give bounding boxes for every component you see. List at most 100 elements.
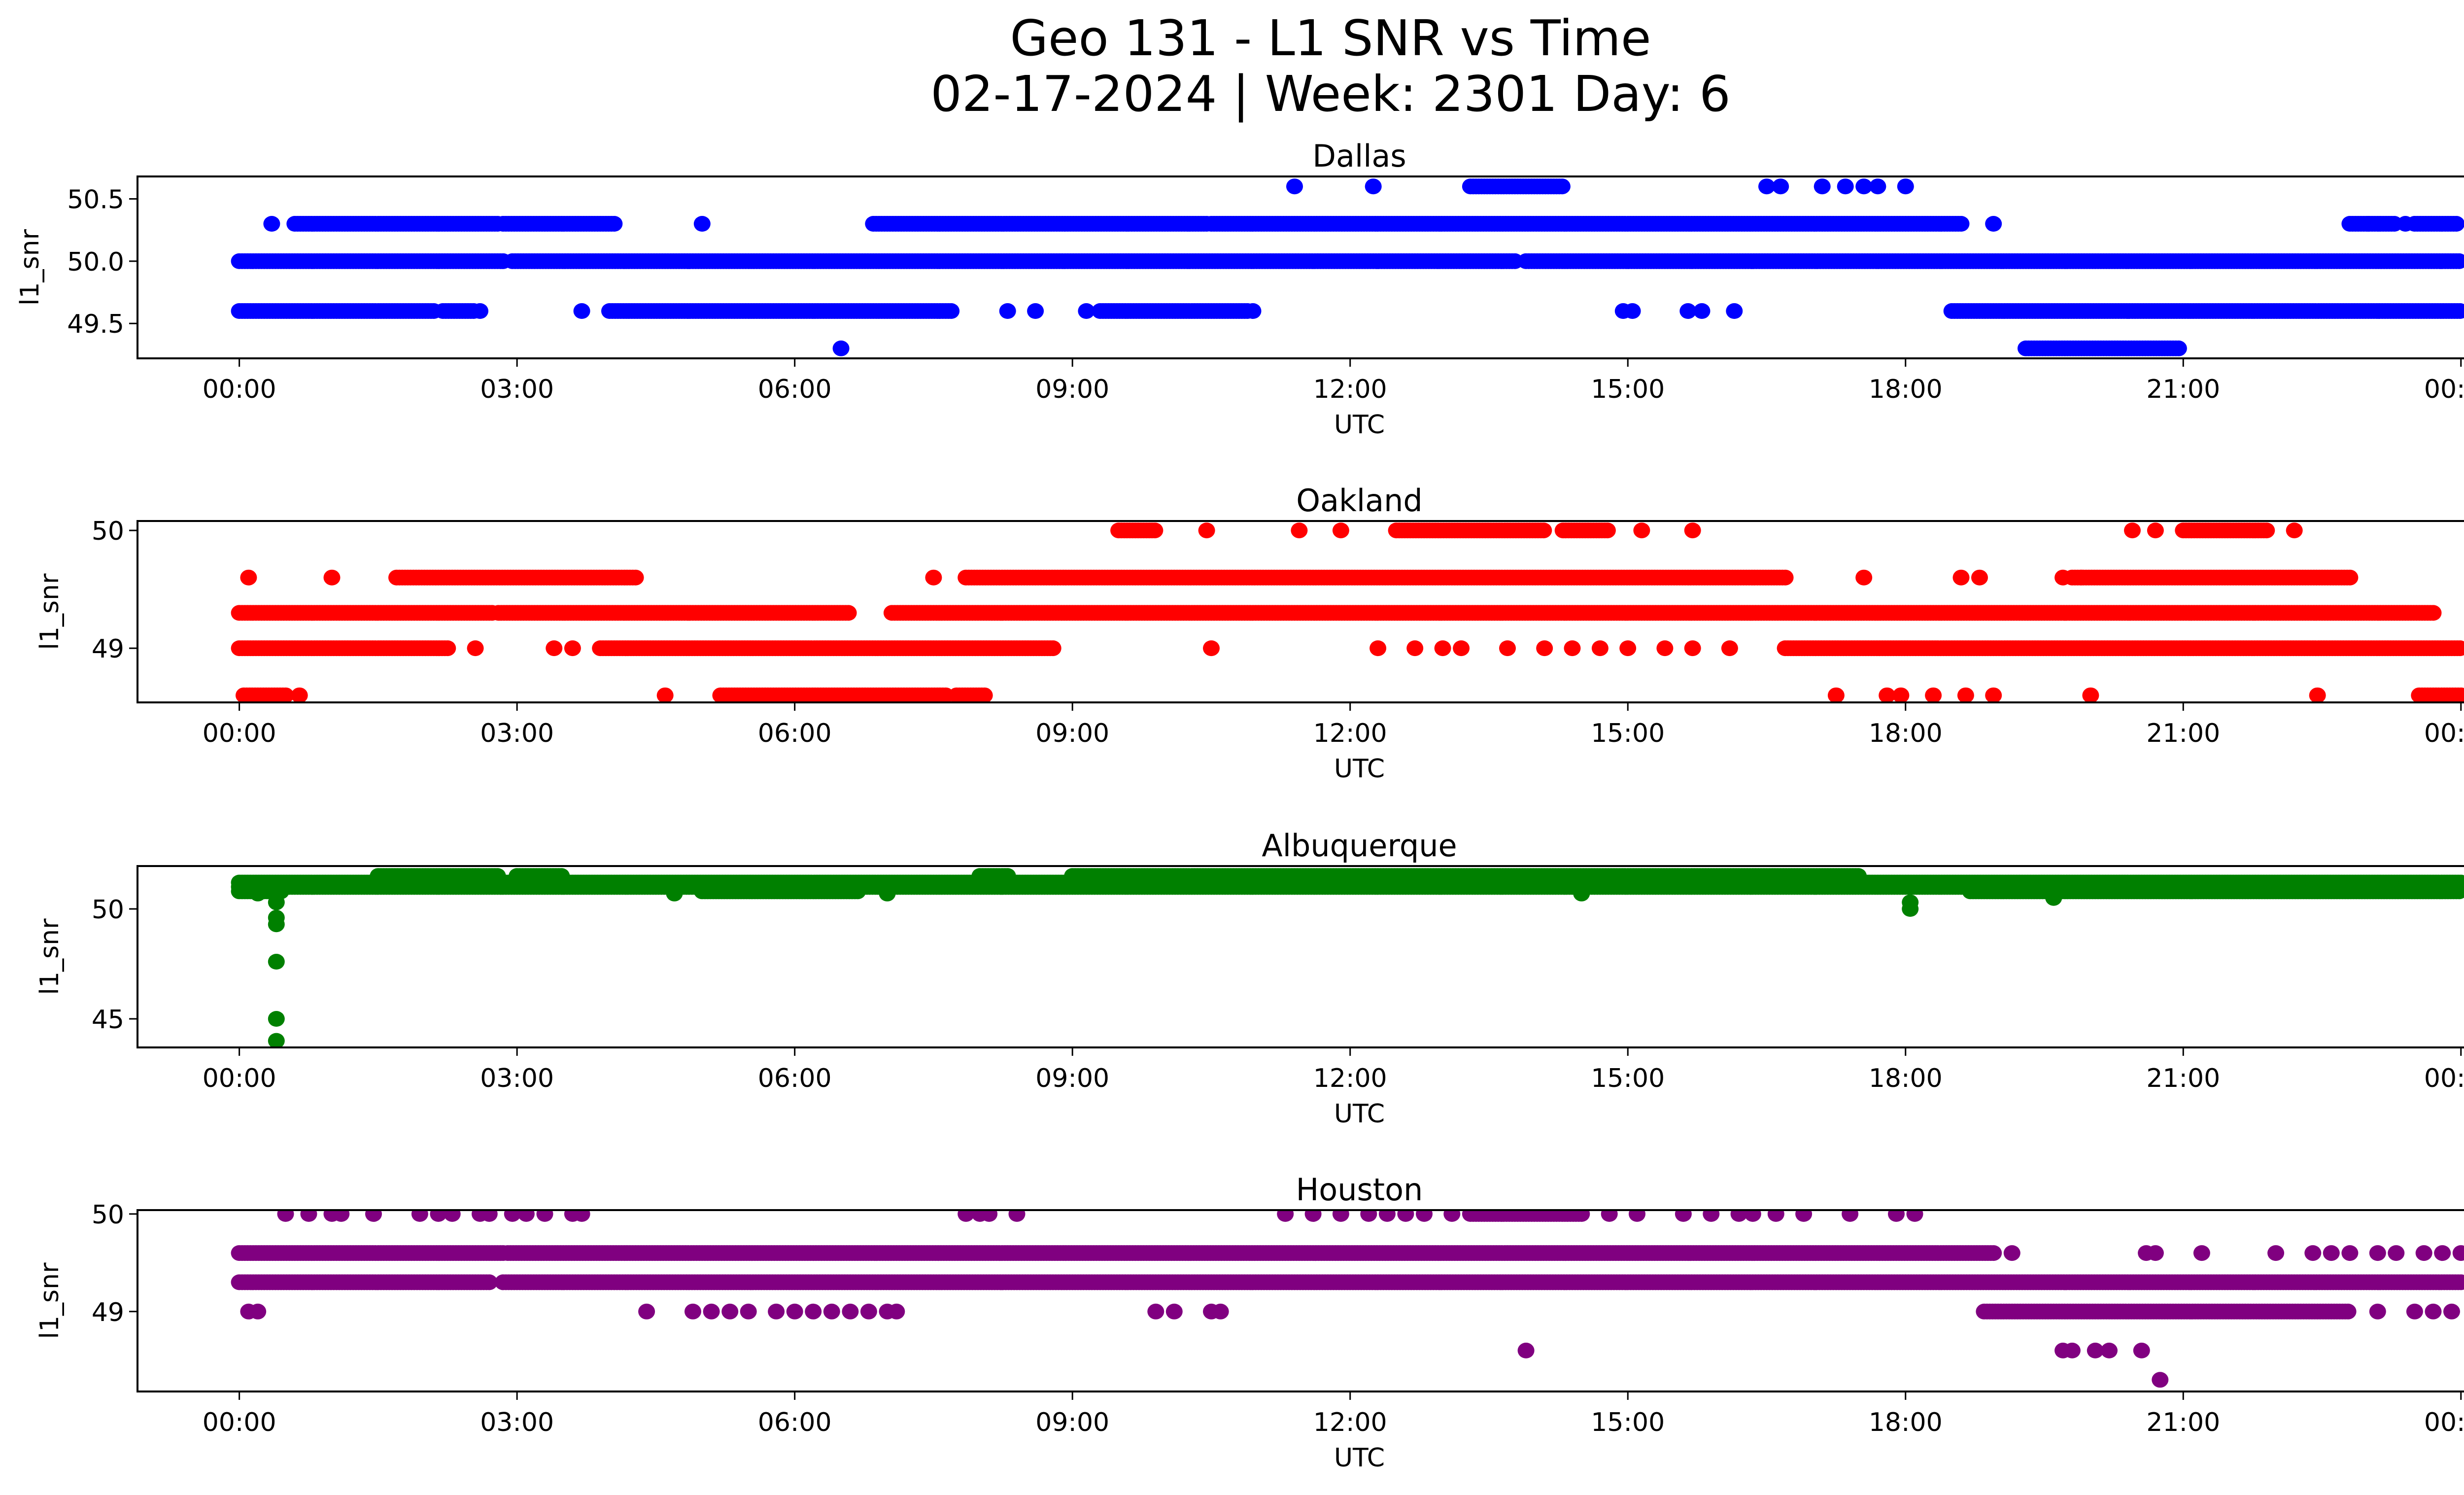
- data-point: [1855, 569, 1873, 586]
- data-point: [1591, 640, 1608, 657]
- data-point: [2397, 216, 2414, 232]
- data-point: [1553, 178, 1571, 195]
- data-point: [1879, 687, 1896, 702]
- subplot-title: Oakland: [1296, 483, 1423, 519]
- data-point: [943, 303, 960, 319]
- data-point: [1146, 522, 1164, 539]
- data-point: [2124, 522, 2141, 539]
- x-tick-label: 12:00: [1313, 719, 1387, 748]
- data-point: [1536, 640, 1553, 657]
- y-tick-label: 50.0: [67, 247, 124, 277]
- x-tick-label: 06:00: [758, 375, 832, 404]
- data-point: [1684, 640, 1701, 657]
- y-axis-label: l1_snr: [35, 573, 65, 650]
- data-point: [439, 640, 456, 657]
- data-point: [1453, 640, 1470, 657]
- x-tick-label: 21:00: [2146, 719, 2220, 748]
- data-point: [240, 569, 257, 586]
- data-point: [1599, 522, 1616, 539]
- data-point: [472, 303, 488, 319]
- x-tick-label: 18:00: [1869, 375, 1943, 404]
- data-point: [2451, 640, 2464, 657]
- data-point: [1925, 687, 1942, 702]
- x-tick-label: 09:00: [1035, 719, 1109, 748]
- data-point: [1758, 178, 1775, 195]
- data-point: [263, 216, 280, 232]
- data-point: [1624, 303, 1641, 319]
- scatter-series: [231, 522, 2464, 702]
- data-point: [2451, 303, 2464, 319]
- x-tick-label: 21:00: [2146, 375, 2220, 404]
- data-point: [2451, 253, 2464, 269]
- data-point: [2341, 569, 2359, 586]
- data-point: [1365, 178, 1382, 195]
- data-point: [1499, 640, 1516, 657]
- data-point: [1693, 303, 1711, 319]
- data-point: [976, 687, 993, 702]
- data-point: [1892, 687, 1910, 702]
- data-point: [2309, 687, 2326, 702]
- data-point: [1291, 522, 1308, 539]
- data-point: [832, 340, 850, 356]
- data-point: [2452, 687, 2464, 702]
- y-axis-label: l1_snr: [15, 229, 45, 306]
- data-point: [2147, 522, 2164, 539]
- data-point: [1952, 216, 1970, 232]
- x-tick-label: 00:00: [2424, 375, 2464, 404]
- data-point: [2258, 522, 2275, 539]
- data-point: [323, 569, 341, 586]
- data-point: [693, 216, 711, 232]
- axes-frame: [137, 175, 2464, 359]
- data-point: [1535, 522, 1552, 539]
- data-point: [1827, 687, 1845, 702]
- x-tick-label: 15:00: [1591, 375, 1665, 404]
- data-point: [1679, 303, 1697, 319]
- x-tick-label: 18:00: [1869, 719, 1943, 748]
- data-point: [1633, 522, 1650, 539]
- data-point: [1286, 178, 1303, 195]
- data-point: [1244, 303, 1262, 319]
- data-point: [564, 640, 581, 657]
- data-point: [2170, 340, 2187, 356]
- data-point: [1406, 640, 1424, 657]
- data-point: [2286, 522, 2303, 539]
- data-point: [546, 640, 563, 657]
- data-point: [1198, 522, 1215, 539]
- data-point: [656, 687, 674, 702]
- data-point: [1814, 178, 1831, 195]
- data-point: [1332, 522, 1349, 539]
- data-point: [467, 640, 484, 657]
- x-tick-label: 00:00: [2424, 719, 2464, 748]
- data-point: [1564, 640, 1581, 657]
- data-point: [1772, 178, 1789, 195]
- x-tick-label: 03:00: [480, 375, 554, 404]
- data-point: [1897, 178, 1914, 195]
- y-tick-label: 50: [92, 517, 124, 546]
- figure-title-line2: 02-17-2024 | Week: 2301 Day: 6: [930, 65, 1730, 123]
- data-point: [1837, 178, 1854, 195]
- x-tick-label: 15:00: [1591, 719, 1665, 748]
- data-point: [1952, 569, 1970, 586]
- scatter-series: [231, 178, 2464, 356]
- data-point: [606, 216, 623, 232]
- data-point: [1869, 178, 1886, 195]
- axes-frame: [137, 520, 2464, 703]
- x-tick-label: 00:00: [203, 719, 276, 748]
- data-point: [2425, 605, 2442, 621]
- subplot-title: Albuquerque: [1262, 828, 1457, 864]
- data-point: [1203, 640, 1220, 657]
- data-point: [999, 303, 1016, 319]
- data-point: [2073, 569, 2090, 586]
- data-point: [840, 605, 857, 621]
- data-point: [2360, 216, 2377, 232]
- y-tick-label: 49: [92, 634, 124, 664]
- x-tick-label: 12:00: [1313, 375, 1387, 404]
- data-point: [1044, 640, 1061, 657]
- data-point: [1721, 640, 1738, 657]
- data-point: [1656, 640, 1674, 657]
- data-point: [2082, 687, 2099, 702]
- subplot-title: Dallas: [1312, 138, 1406, 174]
